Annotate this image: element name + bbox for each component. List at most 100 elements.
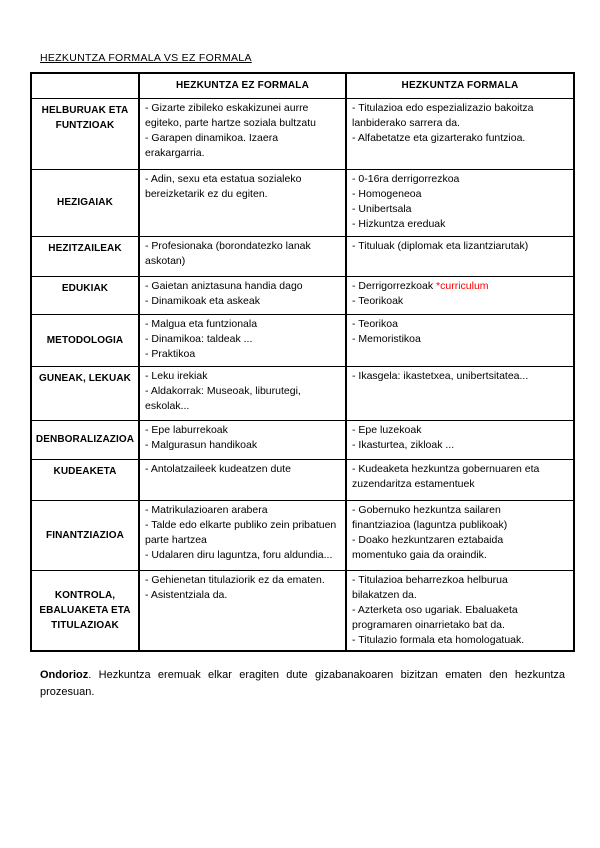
cell-line: - Gizarte zibileko eskakizunei aurre (145, 101, 309, 114)
table-row: KONTROLA, EBALUAKETA ETA TITULAZIOAK - Ge… (30, 569, 575, 652)
row-label: EDUKIAK (30, 275, 140, 315)
cell-line: - Malgua eta funtzionala (145, 317, 258, 330)
cell-line: - Doako hezkuntzaren eztabaida (352, 533, 504, 546)
cell-ez-formala: - Leku irekiak - Aldakorrak: Museoak, lib… (138, 365, 347, 421)
row-label: DENBORALIZAZIOA (30, 419, 140, 460)
table-row: EDUKIAK - Gaietan aniztasuna handia dago -… (30, 275, 575, 315)
header-ez-formala: HEZKUNTZA EZ FORMALA (138, 72, 347, 99)
cell-formala: - Kudeaketa hezkuntza gobernuaren eta zuz… (345, 458, 575, 501)
row-label: GUNEAK, LEKUAK (30, 365, 140, 421)
cell-line: lanbiderako sarrera da. (352, 116, 460, 129)
cell-line: parte hartzea (145, 533, 207, 546)
cell-line: askotan) (145, 254, 186, 267)
cell-line: bilakatzen da. (352, 588, 417, 601)
cell-formala: - Teorikoa - Memoristikoa (345, 313, 575, 367)
cell-ez-formala: - Epe laburrekoak - Malgurasun handikoak (138, 419, 347, 460)
table-row: GUNEAK, LEKUAK - Leku irekiak - Aldakorrak… (30, 365, 575, 421)
cell-ez-formala: - Antolatzaileek kudeatzen dute (138, 458, 347, 501)
table-row: FINANTZIAZIOA - Matrikulazioaren arabera -… (30, 499, 575, 571)
cell-line: - Unibertsala (352, 202, 412, 215)
cell-line: - Memoristikoa (352, 332, 421, 345)
row-label: KUDEAKETA (30, 458, 140, 501)
cell-line: - Homogeneoa (352, 187, 422, 200)
cell-line: - Teorikoa (352, 317, 398, 330)
cell-formala: - 0-16ra derrigorrezkoa - Homogeneoa - Uni… (345, 168, 575, 237)
cell-line: - Adin, sexu eta estatua sozialeko (145, 172, 302, 185)
cell-line: - Udalaren diru laguntza, foru aldundia.… (145, 548, 333, 561)
document-page: HEZKUNTZA FORMALA VS EZ FORMALA HEZKUNTZ… (30, 52, 575, 701)
cell-line: - Talde edo elkarte publiko zein pribatu… (145, 518, 337, 531)
cell-line: - Ikasgela: ikastetxea, unibertsitatea..… (352, 369, 529, 382)
row-label: HEZITZAILEAK (30, 235, 140, 277)
header-empty-cell (30, 72, 140, 99)
comparison-table: HEZKUNTZA EZ FORMALA HEZKUNTZA FORMALA H… (30, 72, 575, 652)
cell-formala: - Tituluak (diplomak eta lizantziarutak) (345, 235, 575, 277)
cell-line: - Teorikoak (352, 294, 404, 307)
table-row: HEZIGAIAK - Adin, sexu eta estatua sozial… (30, 168, 575, 237)
table-row: HEZITZAILEAK - Profesionaka (borondatezko… (30, 235, 575, 277)
cell-line: - Titulazio formala eta homologatuak. (352, 633, 525, 646)
cell-line: eskolak... (145, 399, 190, 412)
cell-ez-formala: - Adin, sexu eta estatua sozialeko bereiz… (138, 168, 347, 237)
cell-ez-formala: - Matrikulazioaren arabera - Talde edo el… (138, 499, 347, 571)
cell-line: - Profesionaka (borondatezko lanak (145, 239, 311, 252)
cell-line: egiteko, parte hartze soziala bultzatu (145, 116, 317, 129)
cell-line: - Alfabetatze eta gizarterako funtzioa. (352, 131, 526, 144)
cell-line: - Aldakorrak: Museoak, liburutegi, (145, 384, 301, 397)
cell-line: erakargarria. (145, 146, 205, 159)
cell-line: - Tituluak (diplomak eta lizantziarutak) (352, 239, 529, 252)
header-formala: HEZKUNTZA FORMALA (345, 72, 575, 99)
cell-line: bereizketarik ez du egiten. (145, 187, 268, 200)
cell-ez-formala: - Profesionaka (borondatezko lanak askota… (138, 235, 347, 277)
row-label: METODOLOGIA (30, 313, 140, 367)
cell-line: - Titulazioa beharrezkoa helburua (352, 573, 508, 586)
conclusion-lead: Ondorioz (40, 669, 89, 681)
cell-line: - Hizkuntza ereduak (352, 217, 446, 230)
cell-ez-formala: - Gizarte zibileko eskakizunei aurre egit… (138, 97, 347, 170)
conclusion-text: . Hezkuntza eremuak elkar eragiten dute … (40, 669, 565, 698)
cell-line: - 0-16ra derrigorrezkoa (352, 172, 460, 185)
cell-line: - Antolatzaileek kudeatzen dute (145, 462, 291, 475)
cell-line: - Dinamikoa: taldeak ... (145, 332, 253, 345)
cell-line: - Garapen dinamikoa. Izaera (145, 131, 279, 144)
cell-line: - Asistentziala da. (145, 588, 228, 601)
cell-formala: - Titulazioa beharrezkoa helburua bilakat… (345, 569, 575, 652)
header-row: HEZKUNTZA EZ FORMALA HEZKUNTZA FORMALA (30, 72, 575, 99)
cell-line: - Titulazioa edo espezializazio bakoitza (352, 101, 534, 114)
comparison-table-body: HELBURUAK ETA FUNTZIOAK - Gizarte zibilek… (30, 97, 575, 652)
cell-line: - Azterketa oso ugariak. Ebaluaketa (352, 603, 518, 616)
cell-line: - Epe laburrekoak (145, 423, 228, 436)
cell-ez-formala: - Malgua eta funtzionala - Dinamikoa: tal… (138, 313, 347, 367)
cell-line: momentuko gaia da oraindik. (352, 548, 487, 561)
cell-formala: - Ikasgela: ikastetxea, unibertsitatea..… (345, 365, 575, 421)
cell-line: - Malgurasun handikoak (145, 438, 258, 451)
table-row: KUDEAKETA - Antolatzaileek kudeatzen dute… (30, 458, 575, 501)
row-label: FINANTZIAZIOA (30, 499, 140, 571)
table-row: DENBORALIZAZIOA - Epe laburrekoak - Malgur… (30, 419, 575, 460)
table-row: METODOLOGIA - Malgua eta funtzionala - Din… (30, 313, 575, 367)
page-title: HEZKUNTZA FORMALA VS EZ FORMALA (40, 52, 252, 64)
cell-line: - Praktikoa (145, 347, 196, 360)
plain-text: - Derrigorrezkoak (352, 279, 437, 292)
conclusion-paragraph: Ondorioz. Hezkuntza eremuak elkar eragit… (40, 667, 565, 701)
cell-line: - Gobernuko hezkuntza sailaren (352, 503, 501, 516)
cell-line: - Dinamikoak eta askeak (145, 294, 260, 307)
cell-line: - Kudeaketa hezkuntza gobernuaren eta (352, 462, 540, 475)
cell-line: programaren oinarrietako bat da. (352, 618, 505, 631)
cell-ez-formala: - Gaietan aniztasuna handia dago - Dinami… (138, 275, 347, 315)
cell-formala: - Epe luzekoak - Ikasturtea, zikloak ... (345, 419, 575, 460)
cell-line: - Gehienetan titulaziorik ez da ematen. (145, 573, 325, 586)
cell-line: - Epe luzekoak (352, 423, 422, 436)
row-label: KONTROLA, EBALUAKETA ETA TITULAZIOAK (30, 569, 140, 652)
cell-ez-formala: - Gehienetan titulaziorik ez da ematen. -… (138, 569, 347, 652)
cell-formala: - Titulazioa edo espezializazio bakoitza… (345, 97, 575, 170)
cell-line: zuzendaritza estamentuek (352, 477, 475, 490)
row-label: HEZIGAIAK (30, 168, 140, 237)
row-label: HELBURUAK ETA FUNTZIOAK (30, 97, 140, 170)
cell-formala: - Gobernuko hezkuntza sailaren finantziaz… (345, 499, 575, 571)
cell-line: - Ikasturtea, zikloak ... (352, 438, 455, 451)
cell-line: - Matrikulazioaren arabera (145, 503, 268, 516)
table-row: HELBURUAK ETA FUNTZIOAK - Gizarte zibilek… (30, 97, 575, 170)
cell-line: - Gaietan aniztasuna handia dago (145, 279, 303, 292)
cell-line: - Derrigorrezkoak *curriculum (352, 279, 571, 294)
